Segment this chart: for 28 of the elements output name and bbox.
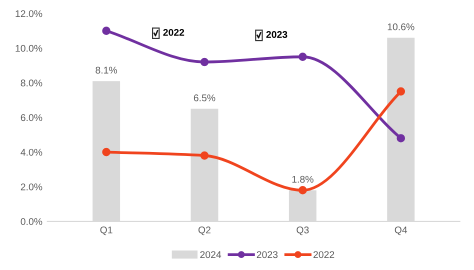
- data-label: 6.5%: [194, 94, 216, 102]
- x-tick-label: Q3: [296, 226, 309, 236]
- y-tick-label: 8.0%: [20, 80, 42, 86]
- annotation: 2022: [163, 28, 184, 36]
- point: [298, 186, 307, 194]
- x-tick-label: Q2: [198, 226, 210, 236]
- data-label: 8.1%: [96, 66, 118, 74]
- legend-label: 2022: [314, 251, 334, 258]
- x-tick-label: Q1: [100, 226, 112, 236]
- legend-label: 2023: [256, 251, 278, 258]
- point: [102, 148, 110, 156]
- data-label: 10.6%: [388, 23, 414, 30]
- point: [396, 87, 406, 96]
- point: [396, 134, 406, 142]
- annotation: 2023: [266, 31, 288, 38]
- y-tick-label: 0.0%: [20, 218, 42, 226]
- data-label: 1.8%: [292, 176, 314, 183]
- point: [298, 52, 307, 61]
- y-tick-label: 12.0%: [16, 10, 42, 18]
- point: [102, 26, 110, 35]
- y-tick-label: 4.0%: [20, 148, 42, 156]
- legend-label: 2024: [200, 251, 222, 258]
- y-tick-label: 10.0%: [16, 44, 42, 52]
- y-tick-label: 6.0%: [20, 114, 42, 122]
- point: [200, 151, 209, 160]
- x-tick-label: Q4: [394, 226, 408, 236]
- point: [200, 58, 209, 66]
- y-tick-label: 2.0%: [20, 183, 42, 190]
